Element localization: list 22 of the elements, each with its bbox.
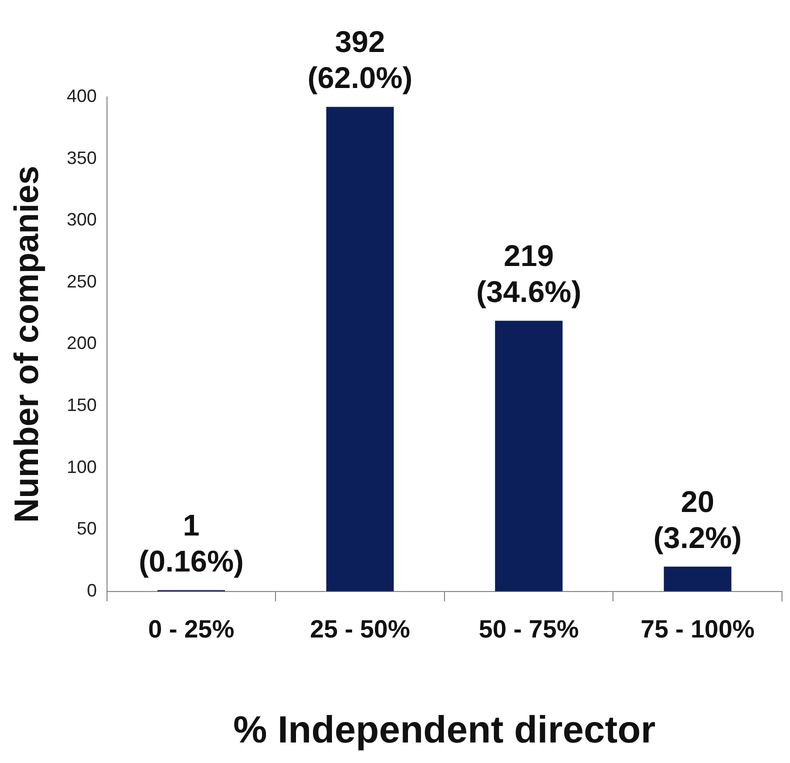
y-axis-title: Number of companies	[8, 166, 46, 523]
y-tick-label: 300	[66, 210, 97, 230]
y-tick-label: 100	[66, 456, 97, 477]
x-tick-label: 50 - 75%	[478, 615, 579, 644]
x-axis-title: % Independent director	[233, 710, 656, 752]
x-tick-label: 25 - 50%	[310, 615, 410, 644]
y-tick-label: 200	[66, 333, 97, 354]
y-tick-label: 50	[76, 518, 97, 539]
bar	[326, 106, 394, 592]
y-tick-label: 150	[66, 394, 97, 415]
data-label: 392 (62.0%)	[307, 26, 413, 96]
x-tick-label: 0 - 25%	[148, 615, 234, 644]
y-tick-label: 350	[66, 148, 97, 168]
data-label: 20 (3.2%)	[653, 486, 742, 555]
data-label: 1 (0.16%)	[138, 509, 244, 578]
x-tick-label: 75 - 100%	[640, 615, 755, 644]
bar	[664, 566, 732, 592]
y-tick-label: 400	[66, 86, 97, 106]
bar	[495, 320, 563, 592]
y-tick-label: 0	[86, 580, 97, 600]
data-label: 219 (34.6%)	[476, 240, 582, 309]
y-tick-label: 250	[66, 271, 97, 292]
